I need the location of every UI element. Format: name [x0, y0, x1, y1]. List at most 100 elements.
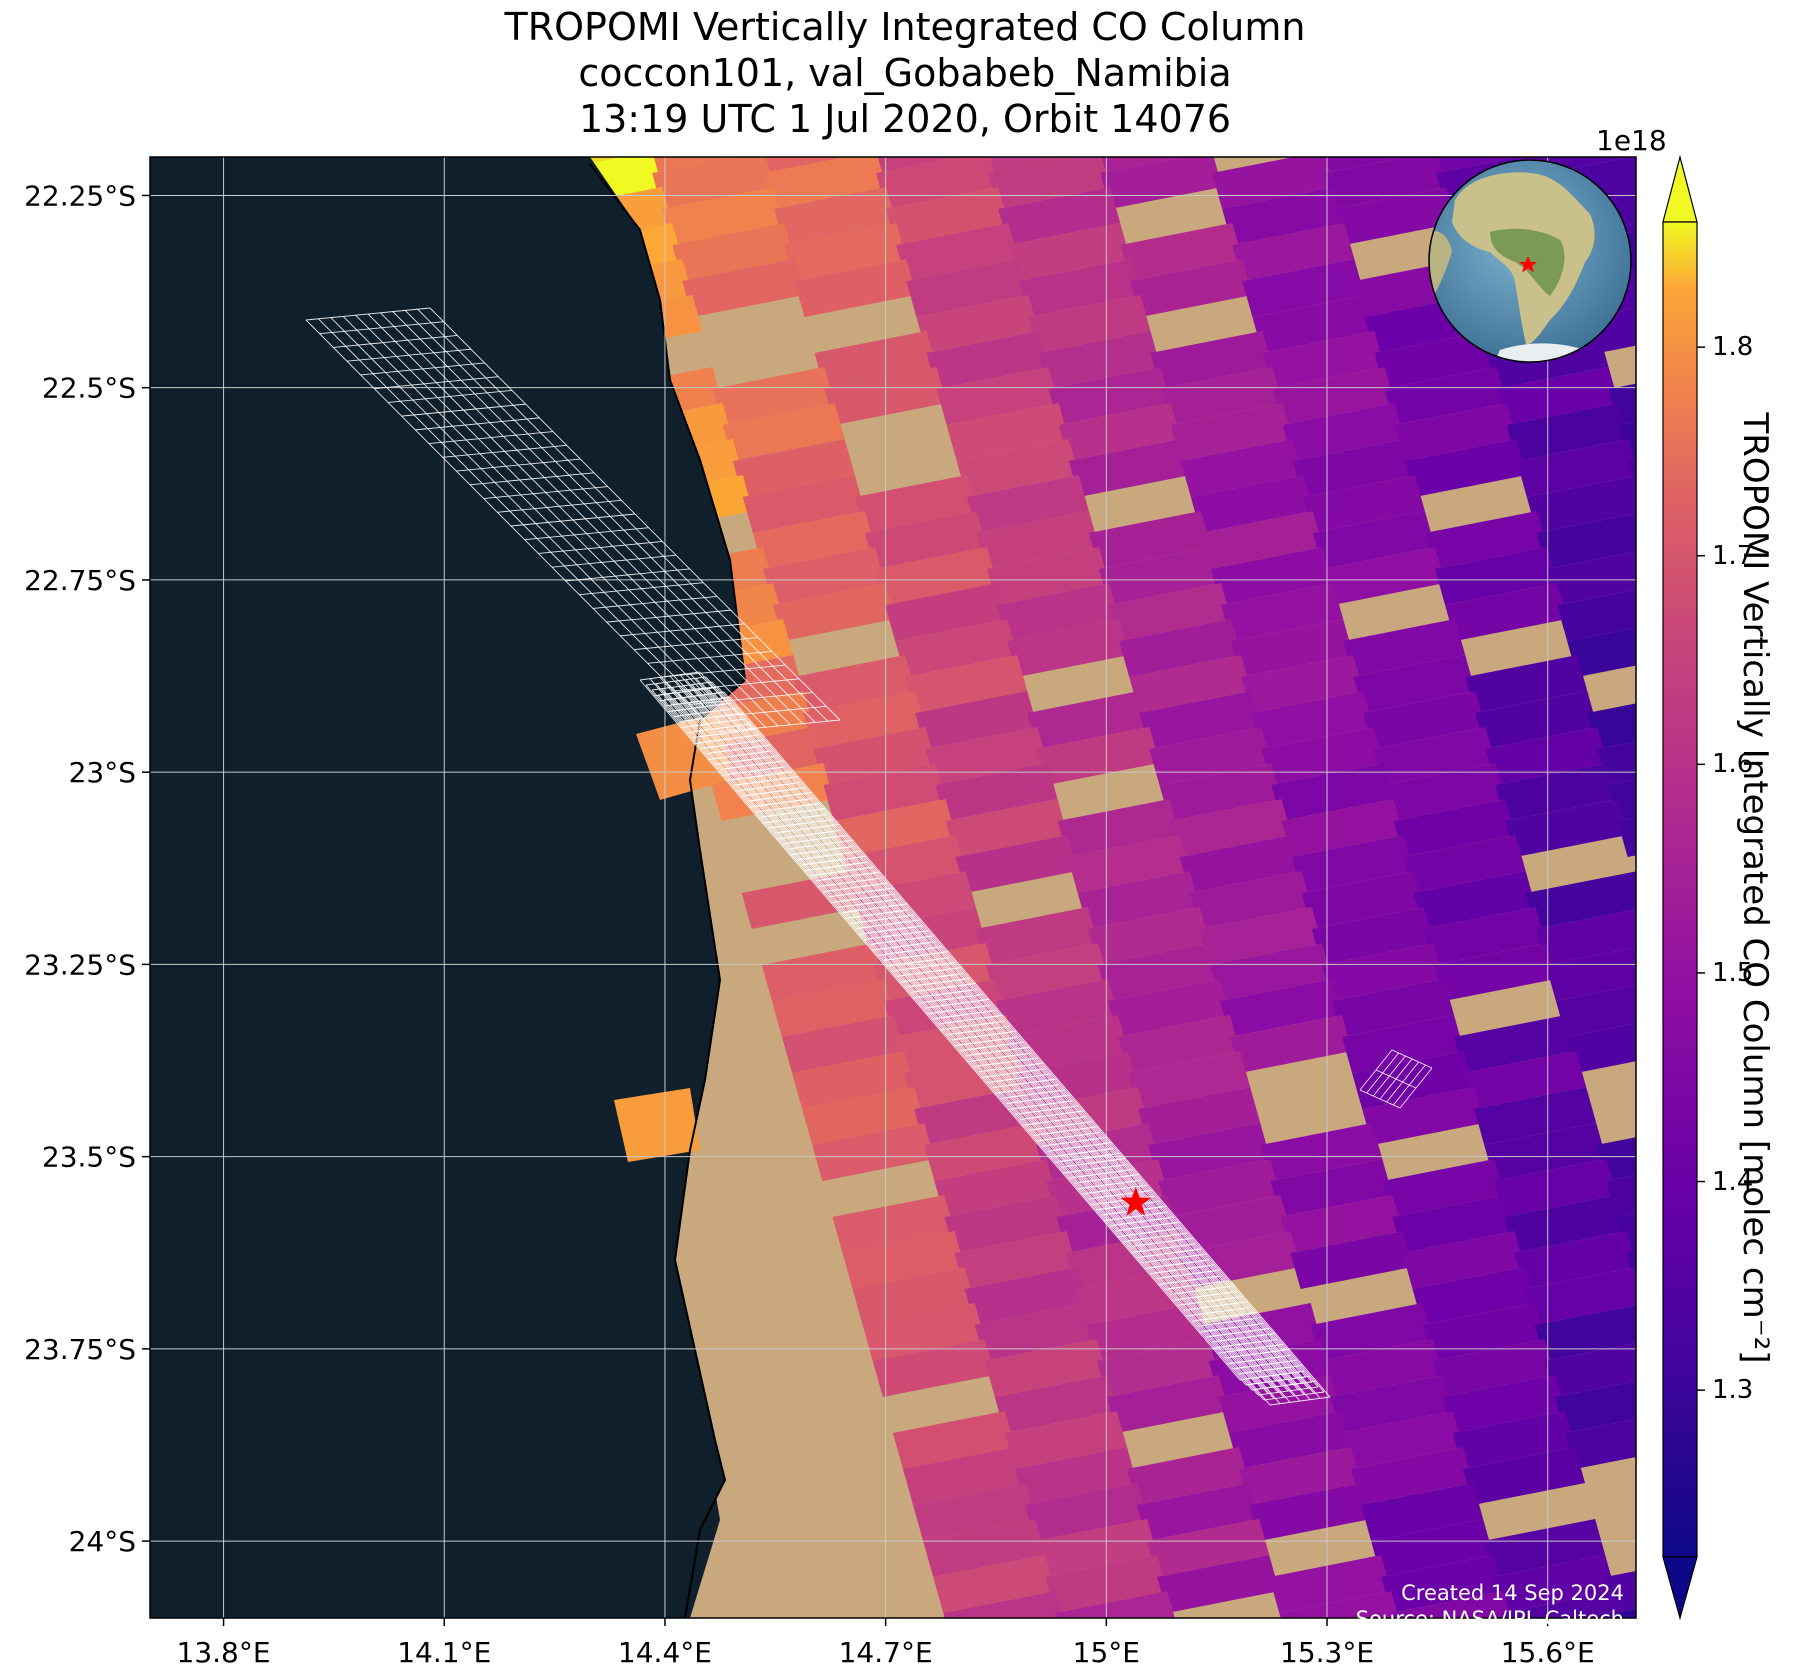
co-pixel [1727, 1591, 1817, 1649]
co-pixel [1790, 1015, 1817, 1073]
footprint-grid-offshore [510, 513, 636, 527]
co-pixel [1615, 1608, 1636, 1618]
co-pixel [988, 157, 1111, 209]
co-pixel [1780, 979, 1817, 1037]
co-pixel [802, 1087, 925, 1145]
graticule [150, 157, 1636, 1618]
co-pixel [1272, 367, 1395, 425]
co-pixel [896, 223, 1019, 281]
co-pixel [976, 511, 1099, 569]
co-pixel [1334, 187, 1457, 245]
footprint-grid-track [786, 834, 847, 844]
footprint-grid-small [1366, 1052, 1400, 1094]
map-area [150, 157, 1817, 1668]
co-pixel [1279, 1591, 1399, 1618]
co-pixel [1493, 1555, 1616, 1613]
footprint-grid-track [977, 1057, 1038, 1067]
footprint-grid-offshore [428, 431, 554, 445]
title-line-1: TROPOMI Vertically Integrated CO Column [504, 5, 1306, 49]
footprint-grid-offshore [333, 335, 458, 348]
footprint-grid-track [930, 1004, 991, 1014]
co-pixel [1374, 331, 1497, 389]
footprint-grid-track [691, 723, 752, 733]
footprint-grid-track [1113, 1216, 1175, 1226]
footprint-grid-track [1189, 1307, 1250, 1316]
co-pixel [1454, 1015, 1577, 1073]
co-pixel [1260, 1123, 1383, 1181]
footprint-grid-track [1032, 1121, 1093, 1130]
footprint-grid-track [944, 1020, 1005, 1030]
co-pixel [712, 367, 835, 425]
co-pixel [853, 871, 976, 929]
co-pixel [994, 1375, 1117, 1433]
co-pixel [784, 223, 907, 281]
co-pixel [1363, 691, 1486, 749]
co-pixel [1536, 513, 1636, 569]
footprint-grid-track [677, 707, 738, 717]
map-title: TROPOMI Vertically Integrated CO Column … [130, 4, 1680, 142]
co-pixel [1496, 367, 1619, 425]
footprint-grid-offshore [415, 417, 540, 431]
co-pixel [1555, 985, 1636, 1037]
footprint-grid-track [1026, 1116, 1087, 1125]
co-pixel [1557, 589, 1636, 641]
footprint-grid-offshore [538, 541, 663, 554]
co-pixel [852, 1267, 975, 1325]
co-pixel [1371, 1519, 1494, 1577]
footprint-grid-track [1092, 1189, 1153, 1199]
co-pixel [1383, 763, 1506, 821]
co-pixel [1262, 331, 1385, 389]
footprint-grid-offshore [606, 609, 731, 623]
footprint-grid-track [1039, 1132, 1100, 1141]
co-pixel [771, 979, 894, 1037]
title-line-2: coccon101, val_Gobabeb_Namibia [578, 51, 1232, 95]
co-pixel [1238, 1447, 1362, 1505]
co-pixel [986, 547, 1110, 605]
co-pixel [1312, 511, 1435, 569]
co-pixel [764, 157, 887, 209]
co-pixel [1158, 1159, 1281, 1217]
co-pixel [682, 259, 805, 317]
footprint-grid-track [1065, 1157, 1126, 1167]
co-pixel [1025, 1483, 1148, 1541]
colorbar-bottom-extension [1662, 1556, 1698, 1621]
co-pixel [1200, 511, 1323, 569]
co-pixel [1625, 1627, 1747, 1668]
co-pixel [1423, 907, 1546, 965]
co-pixel [1168, 1195, 1291, 1253]
footprint-grid-track [841, 898, 902, 908]
co-pixel [963, 1663, 1085, 1668]
co-pixel [862, 1303, 985, 1361]
footprint-grid-offshore [442, 444, 567, 458]
co-pixel [1190, 475, 1313, 533]
footprint-grid-track [1147, 1253, 1208, 1263]
co-pixel [1567, 627, 1636, 677]
footprint-grid-offshore [456, 458, 581, 472]
lon-tick-label: 15.6°E [1501, 1636, 1595, 1668]
co-pixel [1067, 835, 1190, 893]
footprint-grid-track [794, 845, 855, 855]
co-pixel [1330, 1375, 1453, 1433]
footprint-grid-offshore [565, 568, 690, 582]
co-pixel [905, 655, 1028, 713]
footprint-grid-track [710, 744, 771, 754]
co-pixel [1251, 691, 1374, 749]
co-pixel [1179, 835, 1302, 893]
co-pixel [1290, 1231, 1413, 1289]
co-pixel [956, 439, 1079, 497]
co-pixel [1169, 799, 1292, 857]
co-pixel [995, 979, 1118, 1037]
footprint-grid-track [698, 734, 759, 744]
co-pixel [1221, 583, 1344, 641]
footprint-grid-small [1392, 1064, 1426, 1106]
co-pixel [1137, 1483, 1260, 1541]
co-pixel [1189, 871, 1312, 929]
co-pixel [1037, 727, 1160, 785]
footprint-grid-offshore [305, 307, 431, 321]
co-pixel [1373, 727, 1496, 785]
co-pixel [1809, 1483, 1817, 1541]
co-pixel [1465, 655, 1588, 713]
co-pixel [1608, 383, 1636, 425]
footprint-grid-track [1174, 1285, 1235, 1295]
co-pixel [1157, 1555, 1280, 1613]
